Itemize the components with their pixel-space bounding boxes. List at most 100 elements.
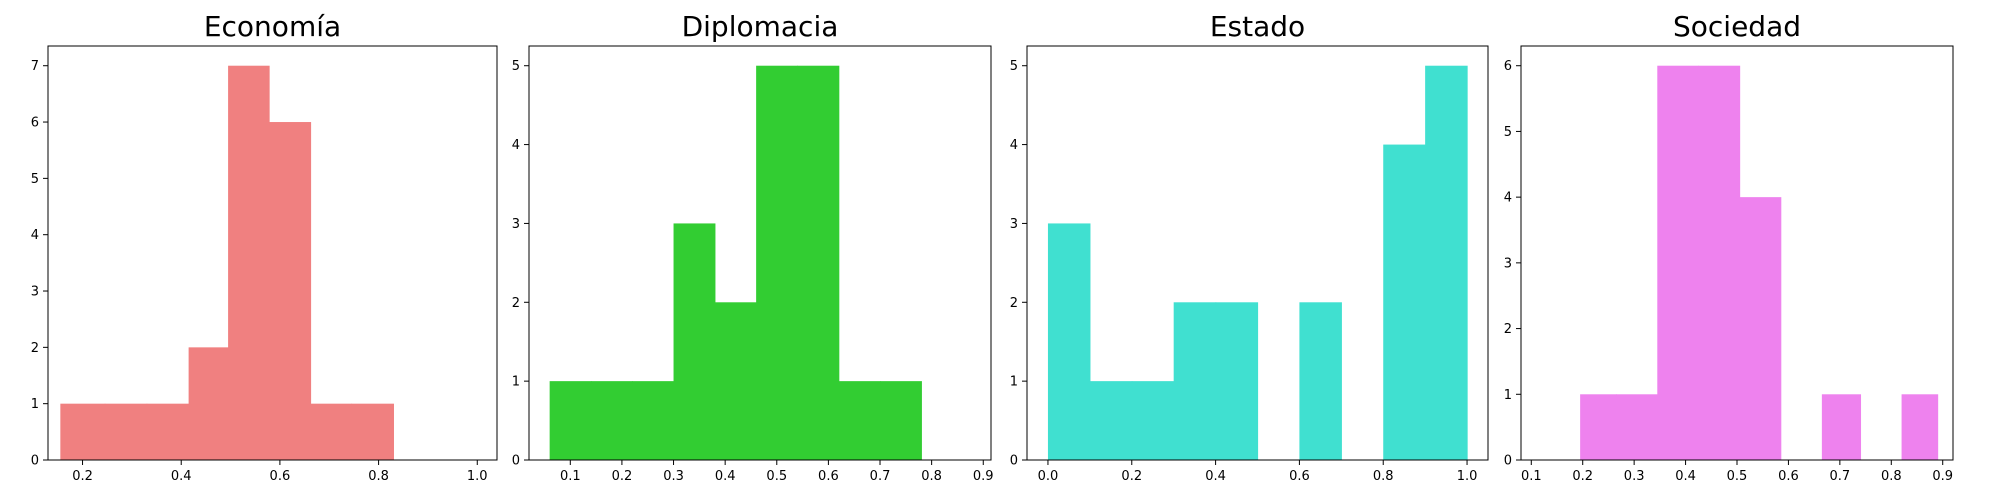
- histogram-bar: [549, 381, 592, 460]
- subplot-title: Estado: [1210, 10, 1305, 43]
- y-tick-label: 1: [31, 397, 39, 412]
- subplot-title: Diplomacia: [682, 10, 839, 43]
- histogram-bar: [351, 403, 394, 460]
- x-tick-label: 0.2: [72, 469, 93, 484]
- histogram-bar: [228, 65, 270, 461]
- subplot-title: Sociedad: [1673, 10, 1801, 43]
- histogram-bar: [1657, 65, 1700, 461]
- histogram-bar: [188, 347, 229, 460]
- histogram-bar: [60, 403, 106, 460]
- axes-frame: [528, 45, 992, 461]
- histogram-bar: [1698, 65, 1741, 461]
- subplot-diplomacia: Diplomacia 0.1 0.2 0.3 0.4 0.5 0.6 0.7 0.8 0.9 0 1 2…: [512, 10, 994, 484]
- x-tick-label: 0.6: [1778, 469, 1799, 484]
- x-tick-label: 0.4: [715, 469, 736, 484]
- y-tick-label: 0: [31, 454, 39, 469]
- y-tick-label: 3: [31, 285, 39, 300]
- x-tick-label: 0.7: [870, 469, 891, 484]
- histogram-bar: [269, 122, 312, 460]
- y-tick-label: 1: [1010, 375, 1018, 390]
- histogram-bar: [1739, 197, 1782, 460]
- histogram-bar: [146, 403, 190, 460]
- axes-frame: [1026, 45, 1489, 461]
- histogram-bar: [673, 223, 716, 460]
- y-tick-label: 4: [1504, 191, 1512, 206]
- histogram-bar: [632, 381, 675, 460]
- histogram-bar: [1131, 381, 1175, 460]
- y-tick-label: 5: [1010, 59, 1018, 74]
- x-tick-label: 0.2: [1572, 469, 1593, 484]
- histogram-bar: [1089, 381, 1133, 460]
- histogram-bar: [1821, 394, 1862, 460]
- histogram-bar: [1047, 223, 1091, 460]
- histogram-bar: [104, 403, 148, 460]
- y-tick-label: 1: [512, 375, 520, 390]
- x-tick-label: 0.9: [1932, 469, 1953, 484]
- x-tick-label: 0.8: [1881, 469, 1902, 484]
- histogram-bar: [756, 65, 799, 461]
- y-tick-label: 5: [31, 172, 39, 187]
- y-tick-label: 6: [31, 116, 39, 131]
- x-tick-label: 0.5: [766, 469, 787, 484]
- x-tick-label: 0.9: [973, 469, 994, 484]
- histogram-bar: [880, 381, 922, 460]
- y-tick-label: 2: [1010, 296, 1018, 311]
- subplot-sociedad: Sociedad 0.1 0.2 0.3 0.4 0.5 0.6 0.7 0.8 0.9 0 1 2 3 4…: [1504, 10, 1954, 484]
- y-tick-label: 3: [1504, 256, 1512, 271]
- x-tick-label: 0.7: [1830, 469, 1851, 484]
- x-tick-label: 0.4: [1675, 469, 1696, 484]
- subplot-economia: Economía 0.2 0.4 0.6 0.8 1.0 0 1 2 3 4 5 6 7: [31, 10, 498, 484]
- subplot-estado: Estado 0.0 0.2 0.4 0.6 0.8 1.0 0 1 2 3 4 5: [1010, 10, 1489, 484]
- histogram-bar: [1616, 394, 1658, 460]
- x-tick-label: 1.0: [1457, 469, 1478, 484]
- x-tick-label: 0.2: [1121, 469, 1142, 484]
- x-tick-label: 0.8: [921, 469, 942, 484]
- histogram-bar: [1425, 65, 1468, 461]
- x-tick-label: 0.6: [270, 469, 291, 484]
- histogram-bar: [714, 302, 757, 460]
- y-tick-label: 4: [1010, 138, 1018, 153]
- x-tick-label: 1.0: [467, 469, 488, 484]
- x-tick-label: 0.4: [171, 469, 192, 484]
- x-tick-label: 0.2: [612, 469, 633, 484]
- y-tick-label: 3: [1010, 217, 1018, 232]
- x-tick-label: 0.4: [1205, 469, 1226, 484]
- x-tick-label: 0.8: [368, 469, 389, 484]
- y-tick-label: 3: [512, 217, 520, 232]
- y-tick-label: 1: [1504, 388, 1512, 403]
- x-tick-label: 0.1: [1521, 469, 1542, 484]
- histogram-bar: [797, 65, 840, 461]
- x-tick-label: 0.8: [1373, 469, 1394, 484]
- x-tick-label: 0.3: [663, 469, 684, 484]
- y-tick-label: 4: [512, 138, 520, 153]
- histogram-bar: [1299, 302, 1342, 460]
- x-tick-label: 0.6: [1289, 469, 1310, 484]
- y-tick-label: 0: [1504, 454, 1512, 469]
- y-tick-label: 2: [512, 296, 520, 311]
- histogram-bar: [310, 403, 353, 460]
- subplot-title: Economía: [204, 10, 341, 43]
- x-tick-label: 0.0: [1038, 469, 1059, 484]
- histogram-bar: [1173, 302, 1217, 460]
- y-tick-label: 0: [512, 454, 520, 469]
- axes-frame: [47, 45, 498, 461]
- y-tick-label: 7: [31, 59, 39, 74]
- x-tick-label: 0.1: [560, 469, 581, 484]
- y-tick-label: 2: [1504, 322, 1512, 337]
- x-tick-label: 0.6: [818, 469, 839, 484]
- histogram-bar: [1383, 144, 1426, 460]
- y-tick-label: 6: [1504, 59, 1512, 74]
- y-tick-label: 0: [1010, 454, 1018, 469]
- x-tick-label: 0.5: [1727, 469, 1748, 484]
- y-tick-label: 5: [512, 59, 520, 74]
- x-tick-label: 0.3: [1624, 469, 1645, 484]
- y-tick-label: 2: [31, 341, 39, 356]
- histogram-bar: [590, 381, 633, 460]
- histogram-bar: [1580, 394, 1617, 460]
- histogram-bar: [1215, 302, 1259, 460]
- y-tick-label: 4: [31, 228, 39, 243]
- histogram-bar: [1901, 394, 1939, 460]
- y-tick-label: 5: [1504, 125, 1512, 140]
- histogram-bar: [838, 381, 881, 460]
